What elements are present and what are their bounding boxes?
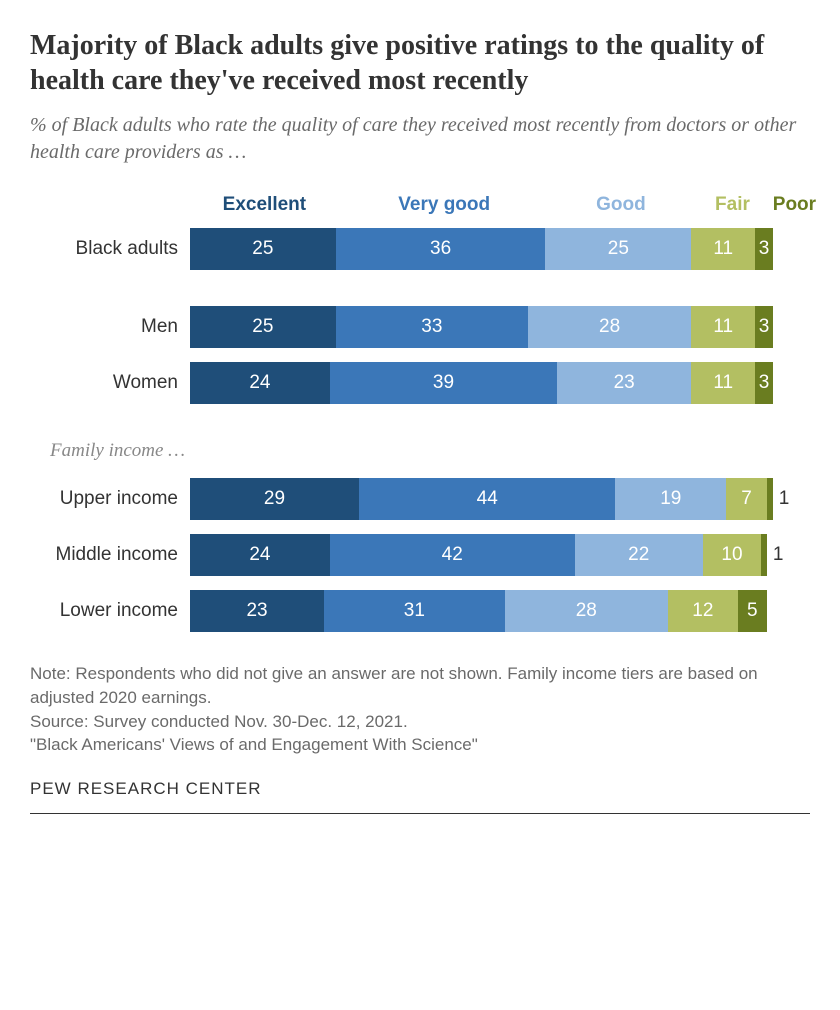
group-label: Family income …: [50, 440, 810, 462]
bar-segment: 11: [691, 362, 755, 404]
bar: 243923113: [190, 362, 810, 404]
bar-segment: 44: [359, 478, 615, 520]
chart-area: Black adults253625113Men253328113Women24…: [30, 228, 810, 632]
footer-rule: [30, 813, 810, 814]
chart-group: Men253328113Women243923113: [30, 306, 810, 404]
row-label: Middle income: [30, 544, 190, 566]
chart-group: Family income …Upper income29441971Middl…: [30, 440, 810, 632]
bar-segment: 23: [557, 362, 691, 404]
bar-segment: 11: [691, 228, 755, 270]
bar-segment: 39: [330, 362, 557, 404]
chart-notes: Note: Respondents who did not give an an…: [30, 662, 810, 757]
bar: 253328113: [190, 306, 810, 348]
chart-group: Black adults253625113: [30, 228, 810, 270]
bar-segment: 12: [668, 590, 738, 632]
legend-item: Very good: [339, 194, 550, 216]
chart-subtitle: % of Black adults who rate the quality o…: [30, 112, 810, 166]
chart-row: Men253328113: [30, 306, 810, 348]
note-line: Source: Survey conducted Nov. 30-Dec. 12…: [30, 710, 810, 734]
bar-segment: 10: [703, 534, 761, 576]
bar: 24422210 1: [190, 534, 810, 576]
row-label: Men: [30, 316, 190, 338]
bar-segment: 28: [528, 306, 691, 348]
bar: 233128125: [190, 590, 810, 632]
legend-item: Good: [550, 194, 693, 216]
bar-segment: 23: [190, 590, 324, 632]
bar-segment: 22: [575, 534, 703, 576]
bar-segment: 19: [615, 478, 726, 520]
bar-value-outside: 1: [773, 544, 784, 566]
bar-segment: [761, 534, 767, 576]
bar-segment: 3: [755, 362, 772, 404]
bar-segment: 24: [190, 534, 330, 576]
row-label: Black adults: [30, 238, 190, 260]
bar-segment: 36: [336, 228, 546, 270]
bar-segment: 11: [691, 306, 755, 348]
bar-segment: 31: [324, 590, 505, 632]
chart-row: Middle income24422210 1: [30, 534, 810, 576]
bar-value-outside: 1: [779, 488, 790, 510]
bar-segment: 42: [330, 534, 575, 576]
row-label: Lower income: [30, 600, 190, 622]
note-line: Note: Respondents who did not give an an…: [30, 662, 810, 710]
bar-segment: 25: [190, 306, 336, 348]
bar-segment: 25: [190, 228, 336, 270]
legend-item: Excellent: [190, 194, 339, 216]
bar-segment: 7: [726, 478, 767, 520]
bar-segment: 3: [755, 228, 772, 270]
row-label: Upper income: [30, 488, 190, 510]
bar-segment: 28: [505, 590, 668, 632]
chart-row: Upper income29441971: [30, 478, 810, 520]
chart-row: Black adults253625113: [30, 228, 810, 270]
bar-segment: 24: [190, 362, 330, 404]
bar-segment: 25: [545, 228, 691, 270]
bar-segment: 29: [190, 478, 359, 520]
bar: 29441971: [190, 478, 810, 520]
bar: 253625113: [190, 228, 810, 270]
legend-item: Poor: [773, 194, 810, 216]
bar-segment: 5: [738, 590, 767, 632]
row-label: Women: [30, 372, 190, 394]
bar-segment: 33: [336, 306, 528, 348]
note-line: "Black Americans' Views of and Engagemen…: [30, 733, 810, 757]
bar-segment: [767, 478, 773, 520]
chart-row: Women243923113: [30, 362, 810, 404]
footer-attribution: PEW RESEARCH CENTER: [30, 779, 810, 799]
chart-title: Majority of Black adults give positive r…: [30, 28, 810, 98]
legend-item: Fair: [692, 194, 773, 216]
bar-segment: 3: [755, 306, 772, 348]
legend: ExcellentVery goodGoodFairPoor: [190, 194, 810, 216]
chart-row: Lower income233128125: [30, 590, 810, 632]
